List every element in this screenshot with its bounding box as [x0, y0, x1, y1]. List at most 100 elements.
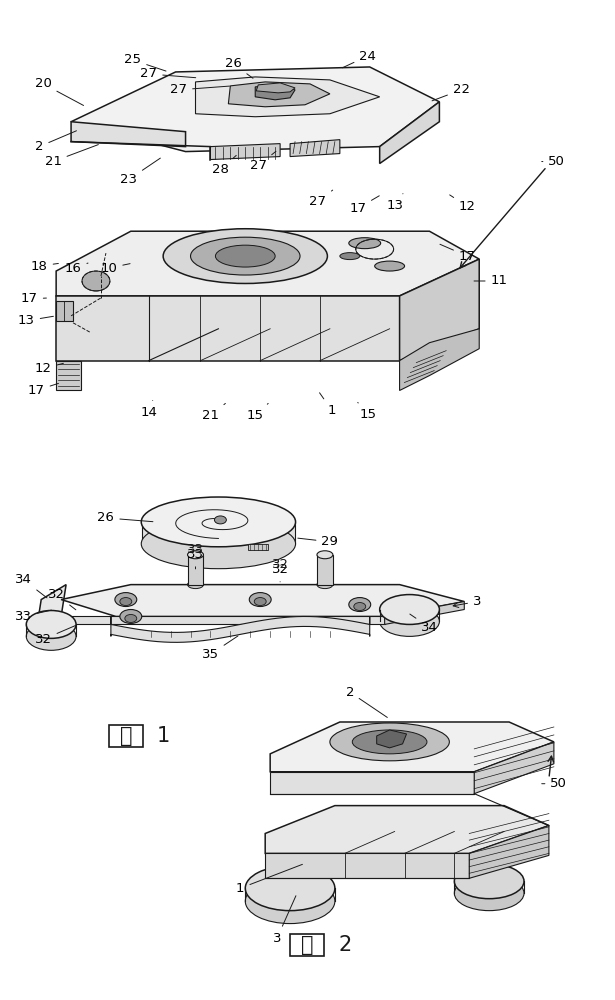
Polygon shape	[36, 585, 66, 631]
Text: 34: 34	[15, 573, 47, 598]
Ellipse shape	[317, 551, 333, 559]
Text: 50: 50	[542, 777, 567, 790]
Text: 12: 12	[450, 195, 476, 213]
Text: 33: 33	[15, 610, 52, 623]
Polygon shape	[111, 616, 370, 642]
Ellipse shape	[354, 603, 366, 610]
Text: 29: 29	[298, 535, 338, 548]
Text: 50: 50	[542, 155, 565, 168]
Text: 26: 26	[225, 57, 253, 78]
Text: 32: 32	[272, 558, 288, 571]
Polygon shape	[290, 140, 340, 157]
Polygon shape	[270, 772, 474, 794]
Text: 33: 33	[187, 543, 204, 556]
Text: 33: 33	[187, 548, 204, 569]
Ellipse shape	[82, 271, 110, 291]
Text: 27: 27	[250, 151, 276, 172]
Text: 21: 21	[45, 145, 98, 168]
Polygon shape	[400, 329, 479, 390]
Polygon shape	[265, 806, 549, 853]
Text: 3: 3	[273, 896, 296, 945]
Text: 32: 32	[272, 563, 288, 582]
Ellipse shape	[188, 551, 204, 559]
Polygon shape	[248, 544, 268, 550]
Text: 14: 14	[140, 400, 157, 419]
Text: 15: 15	[358, 402, 376, 421]
Text: 27: 27	[170, 83, 229, 96]
Polygon shape	[256, 83, 295, 93]
Polygon shape	[228, 82, 330, 107]
Ellipse shape	[352, 730, 427, 754]
Ellipse shape	[254, 598, 266, 606]
Text: 23: 23	[121, 158, 161, 186]
Polygon shape	[376, 730, 407, 748]
Polygon shape	[317, 555, 333, 585]
Ellipse shape	[245, 879, 335, 924]
Ellipse shape	[215, 516, 226, 524]
Ellipse shape	[340, 253, 360, 260]
Polygon shape	[56, 301, 73, 321]
Text: 17: 17	[28, 383, 58, 397]
Ellipse shape	[141, 497, 296, 547]
Polygon shape	[384, 602, 464, 624]
Polygon shape	[196, 77, 379, 117]
Polygon shape	[188, 555, 204, 585]
Text: 2: 2	[346, 686, 387, 717]
Polygon shape	[141, 522, 295, 544]
Text: 22: 22	[432, 83, 470, 101]
Text: 17: 17	[21, 292, 46, 305]
Ellipse shape	[349, 238, 381, 249]
Text: 1: 1	[157, 726, 170, 746]
Ellipse shape	[249, 593, 271, 607]
Text: 10: 10	[100, 262, 130, 275]
Polygon shape	[379, 102, 439, 164]
Ellipse shape	[120, 610, 141, 623]
Text: 17: 17	[349, 196, 379, 215]
Text: 26: 26	[97, 511, 153, 524]
Ellipse shape	[330, 723, 450, 761]
Text: 2: 2	[35, 131, 76, 153]
Text: 16: 16	[65, 262, 88, 275]
Polygon shape	[61, 616, 384, 624]
Text: 图: 图	[301, 935, 313, 955]
Polygon shape	[210, 144, 280, 160]
Text: 24: 24	[343, 50, 376, 68]
Text: 18: 18	[31, 260, 58, 273]
Text: 1: 1	[236, 864, 303, 895]
Text: 20: 20	[35, 77, 84, 105]
Text: 35: 35	[202, 636, 238, 661]
Text: 15: 15	[247, 403, 268, 422]
Text: 图: 图	[119, 726, 132, 746]
Polygon shape	[36, 616, 61, 641]
Text: 2: 2	[338, 935, 351, 955]
Ellipse shape	[191, 237, 300, 275]
Ellipse shape	[26, 610, 76, 638]
Polygon shape	[56, 231, 479, 296]
Polygon shape	[265, 853, 469, 878]
Text: 27: 27	[140, 67, 196, 80]
Polygon shape	[61, 585, 464, 616]
Text: 3: 3	[453, 595, 482, 608]
Ellipse shape	[215, 245, 275, 267]
Text: 12: 12	[34, 362, 63, 375]
Ellipse shape	[379, 607, 439, 636]
Text: 11: 11	[474, 274, 507, 287]
Text: 32: 32	[47, 588, 76, 610]
Text: 17: 17	[440, 244, 476, 263]
Ellipse shape	[317, 581, 333, 589]
Text: 21: 21	[202, 403, 225, 422]
Polygon shape	[71, 67, 439, 152]
Polygon shape	[474, 742, 554, 794]
Ellipse shape	[141, 519, 296, 569]
Text: 1: 1	[320, 393, 336, 417]
Polygon shape	[270, 722, 554, 772]
Ellipse shape	[115, 593, 137, 607]
Text: 28: 28	[212, 155, 236, 176]
Ellipse shape	[375, 261, 405, 271]
Ellipse shape	[163, 229, 327, 283]
Text: 32: 32	[34, 626, 76, 646]
Ellipse shape	[120, 598, 132, 606]
Text: 27: 27	[309, 190, 333, 208]
Text: 34: 34	[410, 614, 438, 634]
Polygon shape	[56, 361, 81, 390]
